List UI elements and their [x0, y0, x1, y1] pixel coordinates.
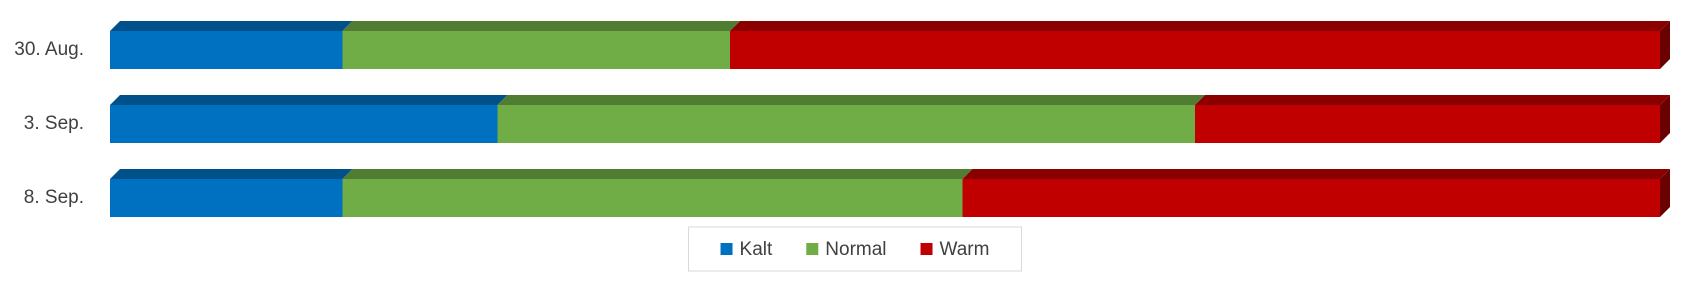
legend-label: Warm: [940, 239, 990, 260]
bar: [342, 31, 730, 69]
bar: [110, 105, 498, 143]
bar: [110, 31, 343, 69]
bar-top: [342, 21, 740, 31]
y-tick-label: 30. Aug.: [14, 39, 84, 60]
bar-top: [110, 169, 353, 179]
bar: [1195, 105, 1660, 143]
bar: [342, 179, 963, 217]
bar: [730, 31, 1660, 69]
bar-side: [1660, 21, 1670, 69]
bar-top: [110, 21, 353, 31]
bar-side: [1660, 169, 1670, 217]
legend-swatch: [806, 243, 819, 255]
y-tick-label: 3. Sep.: [24, 113, 84, 134]
bar: [110, 179, 343, 217]
bar: [962, 179, 1660, 217]
bar-top: [342, 169, 973, 179]
legend-label: Normal: [825, 239, 886, 260]
bar-side: [1660, 95, 1670, 143]
bar-top: [1195, 95, 1670, 105]
legend-box: [688, 226, 1022, 272]
bar: [497, 105, 1195, 143]
legend-label: Kalt: [740, 239, 773, 260]
bar-top: [497, 95, 1205, 105]
y-tick-label: 8. Sep.: [24, 187, 84, 208]
legend: Kalt Normal Warm: [688, 226, 1022, 272]
legend-swatch: [720, 243, 733, 255]
legend-swatch: [920, 243, 933, 255]
bar-top: [962, 169, 1670, 179]
bar-top: [110, 95, 508, 105]
bar-top: [730, 21, 1670, 31]
